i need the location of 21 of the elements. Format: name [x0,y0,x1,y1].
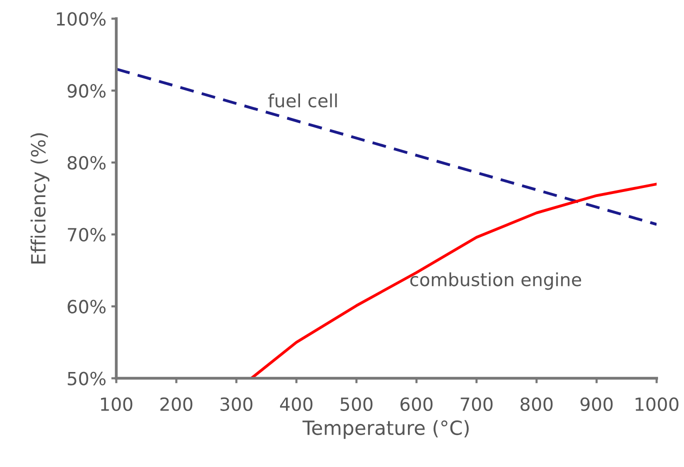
x-tick-label: 100 [101,397,132,411]
x-tick-label: 300 [220,397,252,411]
line-series [250,182,657,378]
y-tick-label: 50% [68,372,106,386]
y-axis-title: Efficiency (%) [30,133,50,264]
y-tick-label: 80% [68,156,106,170]
x-tick-label: 900 [580,397,613,411]
x-tick-label: 800 [520,397,553,411]
y-tick-label: 90% [68,84,106,98]
y-tick-label: 100% [56,12,106,26]
x-tick-label: 600 [400,397,433,411]
x-tick-label: 200 [160,397,192,411]
x-tick-label: 700 [460,397,493,411]
y-tick-label: 70% [68,228,106,242]
x-tick-label: 1000 [636,397,678,411]
series-label: combustion engine [410,272,582,290]
y-tick-label: 60% [68,300,106,314]
x-tick-label: 400 [280,397,312,411]
x-axis-title: Temperature (°C) [302,420,469,439]
series-label: fuel cell [268,94,337,108]
x-tick-label: 500 [340,397,372,411]
